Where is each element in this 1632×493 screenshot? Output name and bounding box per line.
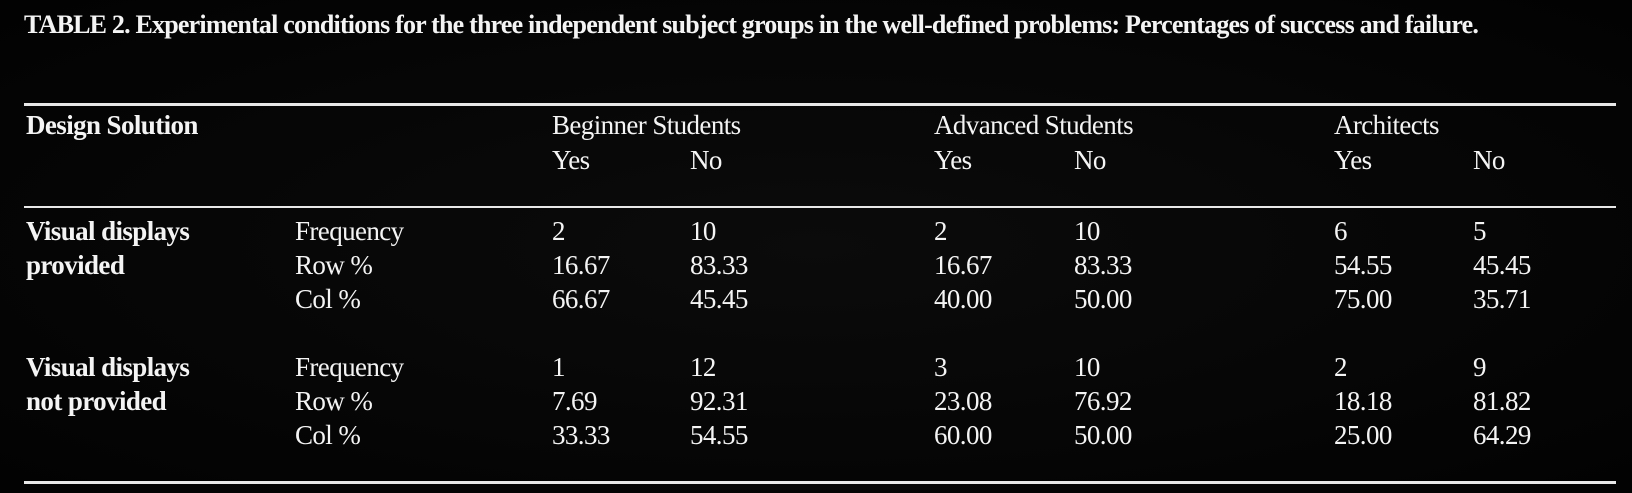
- table-cell: 6: [1334, 216, 1348, 246]
- table-caption: TABLE 2. Experimental conditions for the…: [24, 10, 1479, 39]
- table-cell: 16.67: [552, 250, 610, 280]
- table-cell: 18.18: [1334, 386, 1392, 416]
- table-cell: 16.67: [934, 250, 992, 280]
- table-cell: 76.92: [1074, 386, 1132, 416]
- table-cell: 7.69: [552, 386, 597, 416]
- measure-label: Frequency: [295, 352, 404, 382]
- table-cell: 40.00: [934, 284, 992, 314]
- table-cell: 83.33: [690, 250, 748, 280]
- group-header: Beginner Students: [552, 110, 741, 140]
- table-cell: 12: [690, 352, 716, 382]
- group-header: Architects: [1334, 110, 1440, 140]
- row-label: Visual displays: [26, 352, 190, 382]
- header-rule: [24, 206, 1616, 208]
- table-cell: 64.29: [1473, 420, 1531, 450]
- table-cell: 23.08: [934, 386, 992, 416]
- table-cell: 9: [1473, 352, 1487, 382]
- table-cell: 2: [552, 216, 566, 246]
- table-cell: 50.00: [1074, 284, 1132, 314]
- table-cell: 60.00: [934, 420, 992, 450]
- top-rule: [24, 103, 1616, 106]
- table-cell: 10: [1074, 352, 1100, 382]
- table-cell: 75.00: [1334, 284, 1392, 314]
- group-header: Advanced Students: [934, 110, 1134, 140]
- table-cell: 2: [934, 216, 948, 246]
- sub-header: Yes: [1334, 145, 1372, 175]
- row-label: provided: [26, 250, 125, 280]
- table-cell: 35.71: [1473, 284, 1531, 314]
- table-cell: 92.31: [690, 386, 748, 416]
- table-cell: 10: [690, 216, 716, 246]
- sub-header: No: [1074, 145, 1106, 175]
- table-cell: 3: [934, 352, 948, 382]
- bottom-rule: [24, 481, 1616, 484]
- table-cell: 81.82: [1473, 386, 1531, 416]
- table-cell: 45.45: [1473, 250, 1531, 280]
- row-label: not provided: [26, 386, 167, 416]
- measure-label: Col %: [295, 420, 361, 450]
- row-label: Visual displays: [26, 216, 190, 246]
- table-cell: 66.67: [552, 284, 610, 314]
- sub-header: No: [690, 145, 722, 175]
- table-cell: 1: [552, 352, 566, 382]
- table-cell: 5: [1473, 216, 1487, 246]
- measure-label: Frequency: [295, 216, 404, 246]
- measure-label: Row %: [295, 250, 373, 280]
- measure-label: Col %: [295, 284, 361, 314]
- table-cell: 83.33: [1074, 250, 1132, 280]
- measure-label: Row %: [295, 386, 373, 416]
- table-cell: 54.55: [690, 420, 748, 450]
- table-cell: 25.00: [1334, 420, 1392, 450]
- table-cell: 10: [1074, 216, 1100, 246]
- table-cell: 2: [1334, 352, 1348, 382]
- sub-header: Yes: [552, 145, 590, 175]
- table-cell: 45.45: [690, 284, 748, 314]
- table-cell: 33.33: [552, 420, 610, 450]
- header-cell: Design Solution: [26, 110, 198, 140]
- table-cell: 54.55: [1334, 250, 1392, 280]
- sub-header: No: [1473, 145, 1505, 175]
- sub-header: Yes: [934, 145, 972, 175]
- table-cell: 50.00: [1074, 420, 1132, 450]
